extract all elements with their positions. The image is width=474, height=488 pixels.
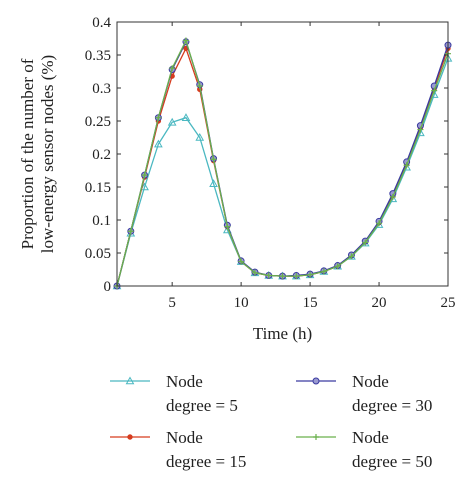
y-tick-label: 0.35	[85, 48, 111, 64]
x-tick-label: 25	[441, 295, 456, 311]
data-point	[224, 223, 231, 230]
y-tick-label: 0.3	[92, 81, 111, 97]
y-axis-label-line: low-energy sensor nodes (%)	[38, 55, 57, 253]
series-line	[116, 46, 449, 287]
plot-frame	[116, 21, 449, 287]
data-point	[403, 162, 410, 169]
data-point	[196, 83, 203, 90]
series-line	[116, 40, 449, 287]
data-point	[307, 271, 314, 278]
x-tick-label: 15	[303, 295, 318, 311]
data-point	[140, 182, 149, 191]
y-tick-label: 0	[104, 279, 112, 295]
data-point	[181, 113, 191, 121]
legend-label: degree = 15	[166, 452, 246, 471]
legend: Node degree = 5 Node degree = 30 Node degree …	[110, 372, 432, 471]
axes: 0 0.05 0.1 0.15 0.2 0.25 0.3 0.35 0.4 5 10 15 20 25 Ti…	[18, 15, 456, 343]
data-point	[141, 172, 148, 179]
legend-label: Node	[166, 372, 203, 391]
x-axis-label: Time (h)	[253, 324, 312, 343]
data-point	[348, 253, 355, 260]
data-point	[155, 114, 162, 121]
data-point	[127, 228, 134, 235]
legend-entry: Node degree = 15	[110, 428, 246, 471]
x-tick-label: 10	[234, 295, 249, 311]
y-tick-label: 0.15	[85, 180, 111, 196]
series-3	[113, 38, 452, 290]
data-point	[431, 87, 438, 94]
legend-entry: Node degree = 5	[110, 372, 238, 415]
legend-swatch-marker	[312, 377, 320, 385]
data-point	[362, 239, 369, 246]
data-point	[293, 273, 300, 280]
data-point	[209, 179, 218, 187]
series-4	[114, 37, 451, 289]
data-point	[376, 220, 383, 227]
legend-swatch-marker	[125, 376, 135, 385]
y-tick-label: 0.1	[92, 213, 111, 229]
legend-label: Node	[166, 428, 203, 447]
series-2	[114, 45, 451, 289]
data-point	[417, 126, 424, 133]
y-axis-label-line: Proportion of the number of	[18, 58, 37, 249]
data-point	[167, 117, 177, 126]
legend-label: degree = 50	[352, 452, 432, 471]
legend-label: degree = 5	[166, 396, 238, 415]
series-line	[116, 38, 449, 287]
data-point	[251, 269, 258, 276]
legend-label: Node	[352, 372, 389, 391]
legend-entry: Node degree = 50	[296, 428, 432, 471]
data-point	[279, 273, 286, 280]
data-point	[265, 272, 272, 279]
x-tick-label: 20	[372, 295, 387, 311]
data-point	[238, 258, 245, 265]
y-tick-label: 0.25	[85, 114, 111, 130]
legend-swatch-marker	[313, 434, 319, 440]
data-point	[210, 156, 217, 163]
y-tick-label: 0.05	[85, 246, 111, 262]
data-point	[389, 193, 396, 200]
series-1	[112, 53, 453, 290]
legend-label: degree = 30	[352, 396, 432, 415]
legend-label: Node	[352, 428, 389, 447]
data-point	[182, 37, 189, 44]
data-point	[169, 65, 176, 72]
data-point	[320, 268, 327, 275]
x-tick-label: 5	[168, 295, 176, 311]
data-point	[334, 263, 341, 270]
data-point	[195, 132, 205, 141]
data-point	[154, 139, 163, 148]
y-axis-label: Proportion of the number of low-energy se…	[18, 55, 57, 253]
plot-area	[112, 37, 453, 290]
legend-entry: Node degree = 30	[296, 372, 432, 415]
y-tick-label: 0.2	[92, 147, 111, 163]
legend-swatch-marker	[127, 434, 133, 440]
y-tick-label: 0.4	[92, 15, 111, 31]
